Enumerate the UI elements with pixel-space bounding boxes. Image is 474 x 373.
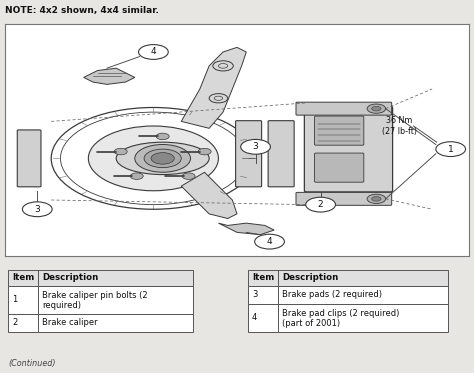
Text: 3: 3 [35,205,40,214]
Circle shape [367,194,386,204]
Text: 3: 3 [253,142,258,151]
Circle shape [156,133,169,140]
FancyBboxPatch shape [248,304,448,332]
Circle shape [241,140,271,154]
Text: Brake caliper: Brake caliper [42,318,98,327]
FancyBboxPatch shape [8,286,193,314]
FancyBboxPatch shape [315,116,364,145]
Text: Brake pads (2 required): Brake pads (2 required) [282,290,382,299]
Circle shape [198,148,211,155]
Circle shape [372,106,381,111]
FancyBboxPatch shape [17,130,41,187]
FancyBboxPatch shape [248,270,448,286]
Text: 4: 4 [267,237,273,246]
Text: 1: 1 [448,145,454,154]
Text: 3: 3 [252,290,257,299]
FancyBboxPatch shape [236,121,262,187]
Circle shape [255,234,284,249]
Circle shape [182,173,195,179]
Text: Brake pad clips (2 required): Brake pad clips (2 required) [282,309,400,318]
Circle shape [114,148,127,155]
Circle shape [367,104,386,113]
Circle shape [88,126,219,191]
Text: 4: 4 [252,313,257,322]
FancyBboxPatch shape [248,286,448,304]
FancyBboxPatch shape [268,121,294,187]
Text: Item: Item [12,273,34,282]
Circle shape [130,173,143,179]
Circle shape [151,153,174,164]
Text: 36 Nm
(27 lb-ft): 36 Nm (27 lb-ft) [382,116,417,137]
Text: 4: 4 [151,47,156,56]
Circle shape [144,149,181,167]
FancyBboxPatch shape [304,106,392,192]
Text: Item: Item [252,273,274,282]
FancyBboxPatch shape [8,270,193,286]
Text: (part of 2001): (part of 2001) [282,319,340,328]
Circle shape [436,142,465,157]
FancyBboxPatch shape [8,314,193,332]
Polygon shape [181,172,237,219]
Circle shape [138,45,168,59]
FancyBboxPatch shape [315,153,364,182]
Circle shape [22,202,52,217]
Text: 2: 2 [12,318,17,327]
Text: 2: 2 [318,200,323,209]
Text: 1: 1 [12,295,17,304]
Polygon shape [219,223,274,235]
Text: Description: Description [282,273,338,282]
Circle shape [135,144,191,172]
FancyBboxPatch shape [296,102,392,115]
Text: NOTE: 4x2 shown, 4x4 similar.: NOTE: 4x2 shown, 4x4 similar. [5,6,159,15]
Circle shape [306,197,336,212]
Text: Description: Description [42,273,98,282]
Circle shape [372,197,381,201]
Polygon shape [181,47,246,128]
Text: (Continued): (Continued) [8,359,55,368]
Ellipse shape [116,142,209,175]
Text: required): required) [42,301,81,310]
Polygon shape [84,68,135,84]
FancyBboxPatch shape [296,192,392,205]
Text: Brake caliper pin bolts (2: Brake caliper pin bolts (2 [42,291,147,300]
